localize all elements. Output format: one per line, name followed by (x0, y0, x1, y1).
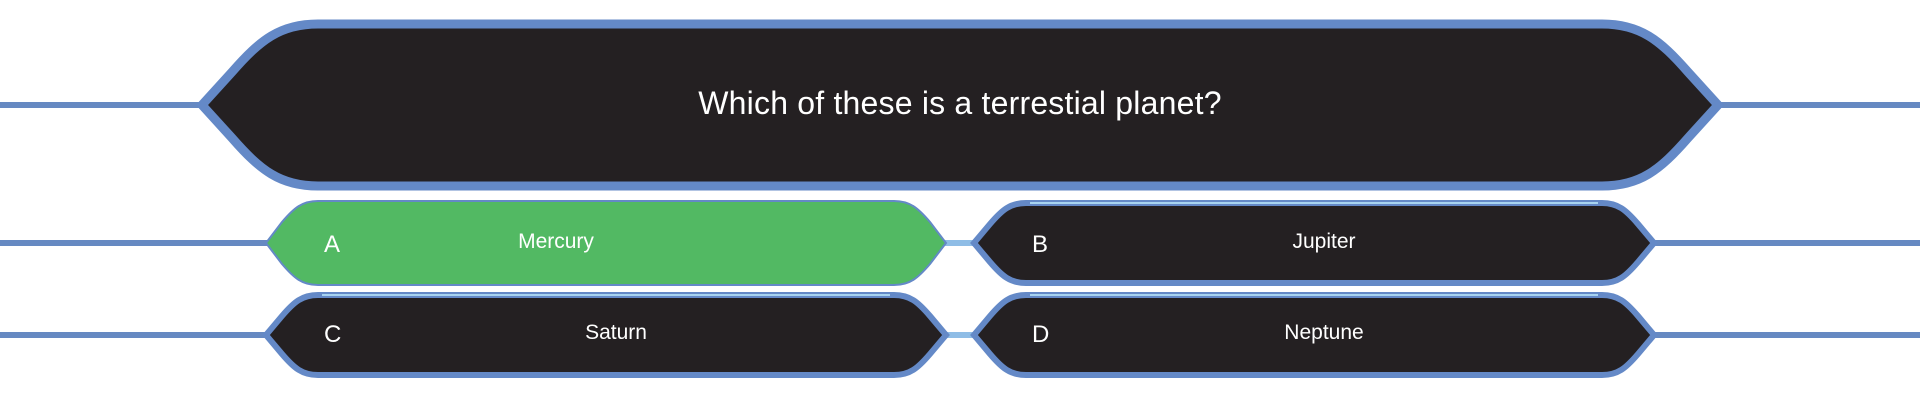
answer-d-text: Neptune (1284, 321, 1364, 344)
answer-b-text: Jupiter (1292, 230, 1356, 253)
answer-a-shape (264, 200, 948, 286)
answer-b-button[interactable]: B Jupiter (978, 203, 1650, 283)
answer-c-text: Saturn (585, 321, 647, 344)
answer-a-button[interactable]: A Mercury (270, 203, 942, 283)
answer-b-shape (970, 200, 1658, 286)
answer-c-letter: C (324, 321, 342, 348)
answer-b-letter: B (1032, 231, 1049, 258)
answer-d-button[interactable]: D Neptune (978, 295, 1650, 375)
question-text: Which of these is a terrestial planet? (698, 85, 1222, 121)
answer-c-shape (262, 292, 950, 378)
question-panel (195, 19, 1725, 191)
answer-d-letter: D (1032, 321, 1050, 348)
answer-a-letter: A (324, 231, 341, 258)
answer-a-text: Mercury (518, 230, 594, 253)
answer-d-shape (970, 292, 1658, 378)
connector-lines (0, 102, 1920, 338)
answer-c-button[interactable]: C Saturn (270, 295, 942, 375)
